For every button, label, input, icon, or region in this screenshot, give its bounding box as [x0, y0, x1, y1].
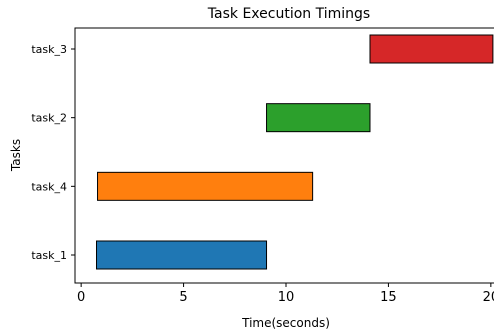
y-tick-label: task_2 [31, 112, 67, 125]
bar-task-3 [369, 34, 494, 64]
x-tick-label: 0 [77, 290, 85, 305]
bars-layer [96, 34, 494, 270]
bar-task-2 [266, 103, 371, 133]
y-tick-label: task_3 [31, 43, 67, 56]
bar-task-4 [97, 171, 314, 201]
x-tick-label: 5 [179, 290, 187, 305]
y-axis: task_1 task_4 task_2 task_3 [31, 43, 75, 262]
y-tick-label: task_1 [31, 249, 67, 262]
chart-title: Task Execution Timings [207, 6, 370, 22]
y-axis-label: Tasks [9, 139, 23, 172]
x-tick-label: 20 [483, 290, 494, 305]
y-tick-label: task_4 [31, 180, 67, 193]
x-tick-label: 15 [380, 290, 397, 305]
x-tick-label: 10 [278, 290, 295, 305]
x-axis-label: Time(seconds) [241, 316, 330, 330]
bar-task-1 [96, 240, 268, 270]
x-axis: 0 5 10 15 20 [77, 283, 494, 305]
